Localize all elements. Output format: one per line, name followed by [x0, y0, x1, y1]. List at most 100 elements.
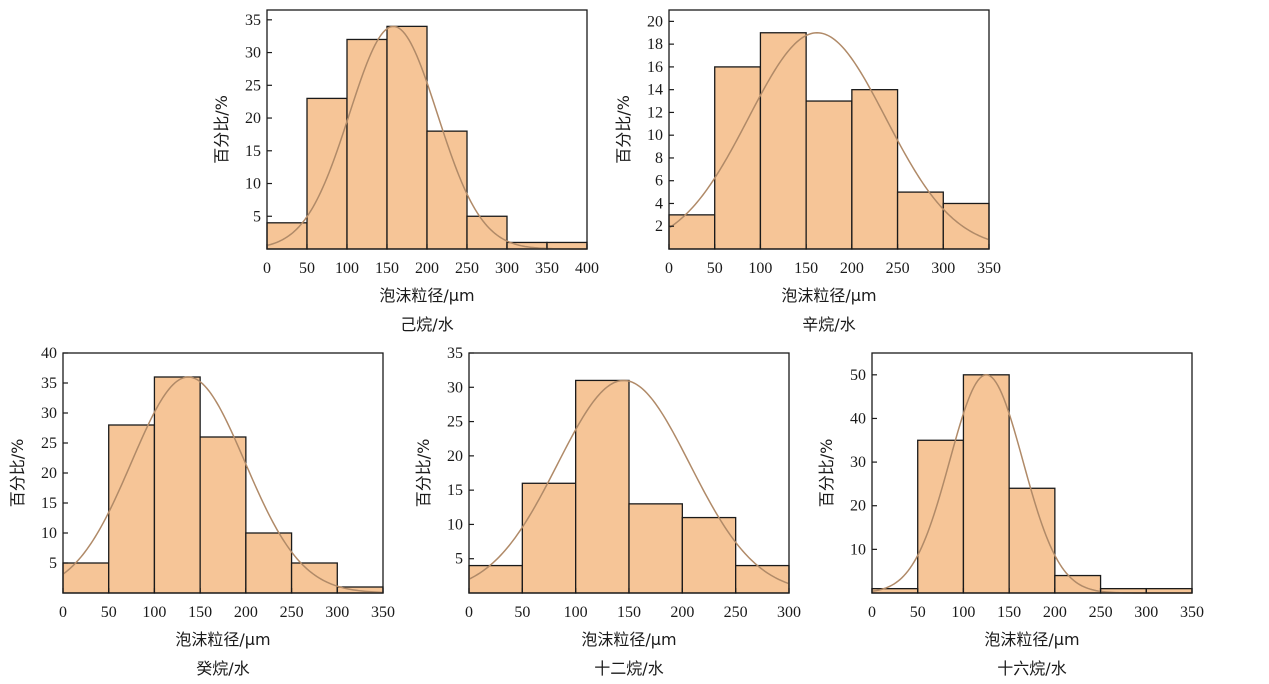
y-tick-label: 16 [647, 59, 663, 76]
x-tick-label: 100 [142, 604, 166, 621]
histogram-bar [759, 32, 807, 250]
y-tick-label: 12 [647, 104, 663, 121]
y-tick-label: 5 [49, 555, 57, 572]
y-tick-label: 10 [41, 525, 57, 542]
normal-fit-curve [266, 25, 588, 250]
y-tick-label: 30 [245, 45, 261, 62]
histogram-bar [290, 562, 338, 594]
x-tick-label: 50 [514, 604, 530, 621]
x-tick-label: 100 [335, 260, 359, 277]
x-tick-label: 150 [794, 260, 818, 277]
x-tick-label: 150 [188, 604, 212, 621]
histogram-bar [386, 25, 428, 250]
histogram-bar [681, 516, 737, 594]
histogram-bar [942, 202, 990, 250]
y-axis-label: 百分比/% [614, 95, 633, 164]
normal-fit-curve [668, 32, 990, 241]
y-tick-label: 35 [447, 345, 463, 362]
panel-caption: 十二烷/水 [594, 659, 663, 678]
panel-caption: 十六烷/水 [997, 659, 1066, 678]
x-tick-label: 200 [234, 604, 258, 621]
histogram-bar [521, 482, 577, 594]
x-tick-label: 350 [1180, 604, 1204, 621]
y-tick-label: 25 [245, 77, 261, 94]
histogram-bar [805, 100, 853, 250]
y-tick-label: 20 [850, 498, 866, 515]
y-tick-label: 5 [455, 551, 463, 568]
y-tick-label: 25 [447, 414, 463, 431]
y-tick-label: 50 [850, 367, 866, 384]
y-tick-label: 8 [655, 150, 663, 167]
x-tick-label: 50 [299, 260, 315, 277]
x-tick-label: 250 [724, 604, 748, 621]
y-tick-label: 20 [647, 13, 663, 30]
x-tick-label: 0 [59, 604, 67, 621]
histogram-bar [962, 374, 1010, 594]
histogram-bar [199, 436, 247, 594]
x-tick-label: 0 [665, 260, 673, 277]
x-axis-label: 泡沫粒径/μm [175, 630, 270, 649]
x-axis-label: 泡沫粒径/μm [984, 630, 1079, 649]
plot-frame [871, 352, 1193, 594]
x-tick-label: 300 [777, 604, 801, 621]
x-tick-label: 150 [375, 260, 399, 277]
histogram-bar [426, 130, 468, 250]
x-tick-label: 100 [951, 604, 975, 621]
x-tick-label: 250 [280, 604, 304, 621]
x-tick-label: 400 [575, 260, 599, 277]
y-tick-label: 15 [41, 495, 57, 512]
chart-panel-3: 5 10 15 20 25 30 35 40 0 50 100 150 200 250 300 350 百分比/… [8, 345, 395, 678]
histogram-bar [575, 379, 630, 594]
x-tick-label: 200 [1043, 604, 1067, 621]
y-tick-label: 15 [245, 143, 261, 160]
y-tick-label: 40 [850, 410, 866, 427]
y-tick-label: 4 [655, 195, 663, 212]
plot-frame [668, 9, 990, 250]
y-tick-label: 10 [245, 176, 261, 193]
x-tick-label: 250 [455, 260, 479, 277]
x-tick-label: 100 [748, 260, 772, 277]
histogram-bar [62, 562, 110, 594]
x-tick-label: 200 [670, 604, 694, 621]
x-tick-label: 150 [617, 604, 641, 621]
x-tick-label: 0 [868, 604, 876, 621]
y-axis-label: 百分比/% [414, 439, 433, 508]
panel-caption: 己烷/水 [400, 315, 453, 334]
x-tick-label: 300 [495, 260, 519, 277]
y-tick-label: 30 [41, 405, 57, 422]
histogram-bar [468, 564, 523, 594]
x-tick-label: 350 [371, 604, 395, 621]
x-axis-label: 泡沫粒径/μm [581, 630, 676, 649]
panel-caption: 癸烷/水 [196, 659, 249, 678]
histogram-bar [1008, 487, 1056, 594]
y-tick-label: 25 [41, 435, 57, 452]
chart-panel-5: 10 20 30 40 50 0 50 100 150 200 250 300 350 百分比/% 泡沫粒径… [817, 352, 1204, 678]
x-tick-label: 50 [910, 604, 926, 621]
x-tick-label: 200 [840, 260, 864, 277]
chart-panel-4: 5 10 15 20 25 30 35 0 50 100 150 200 250 300 百分比/% 泡沫粒径… [414, 345, 801, 678]
histogram-bar [466, 215, 508, 250]
y-tick-label: 20 [245, 110, 261, 127]
histogram-bar [628, 503, 683, 594]
x-tick-label: 350 [977, 260, 1001, 277]
histogram-bar [668, 214, 716, 250]
histogram-bar [153, 376, 201, 594]
panel-caption: 辛烷/水 [802, 315, 855, 334]
x-tick-label: 200 [415, 260, 439, 277]
y-tick-label: 18 [647, 36, 663, 53]
y-tick-label: 35 [41, 375, 57, 392]
x-axis-label: 泡沫粒径/μm [781, 286, 876, 305]
y-tick-label: 2 [655, 218, 663, 235]
y-tick-label: 15 [447, 482, 463, 499]
y-tick-label: 10 [447, 516, 463, 533]
x-tick-label: 300 [325, 604, 349, 621]
histogram-bar [346, 38, 388, 250]
histogram-bar [306, 97, 348, 250]
y-tick-label: 6 [655, 173, 663, 190]
x-tick-label: 250 [886, 260, 910, 277]
y-tick-label: 30 [447, 379, 463, 396]
x-tick-label: 50 [707, 260, 723, 277]
